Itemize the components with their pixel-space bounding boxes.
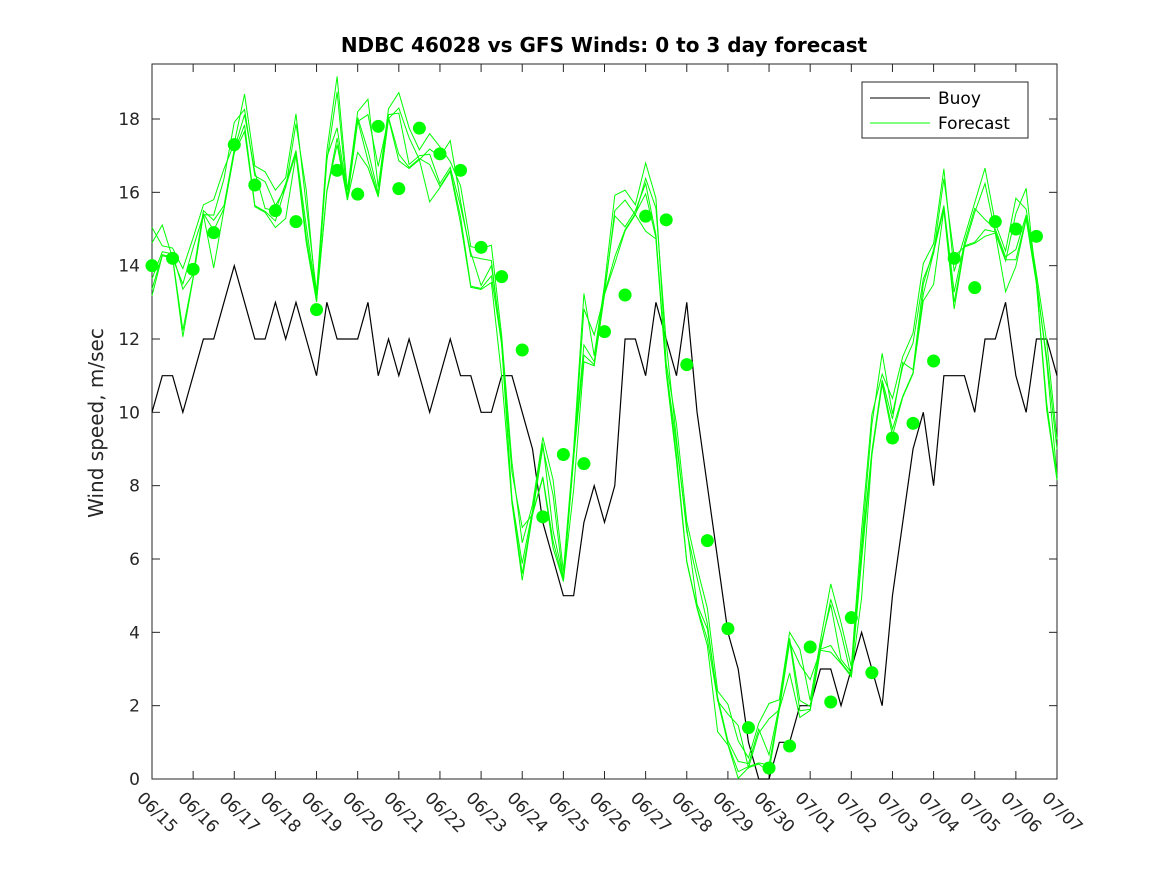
forecast-marker bbox=[927, 354, 941, 368]
forecast-line bbox=[151, 91, 1058, 770]
forecast-marker bbox=[474, 240, 488, 254]
x-tick-label: 06/15 bbox=[132, 788, 181, 837]
y-tick-label: 8 bbox=[129, 477, 140, 497]
forecast-marker bbox=[515, 343, 529, 357]
x-tick-label: 07/03 bbox=[873, 788, 922, 837]
forecast-marker bbox=[988, 215, 1002, 229]
y-tick-label: 4 bbox=[129, 623, 140, 643]
y-tick-label: 18 bbox=[118, 110, 140, 130]
x-tick-label: 06/20 bbox=[338, 788, 387, 837]
forecast-marker bbox=[700, 534, 714, 548]
forecast-marker bbox=[598, 325, 611, 339]
forecast-marker bbox=[166, 251, 180, 265]
forecast-marker bbox=[268, 204, 282, 218]
y-tick-label: 16 bbox=[118, 183, 140, 203]
forecast-marker bbox=[618, 288, 632, 302]
x-tick-label: 07/06 bbox=[996, 788, 1045, 837]
y-tick-label: 2 bbox=[129, 697, 140, 717]
x-tick-label: 06/28 bbox=[667, 788, 716, 837]
forecast-marker bbox=[330, 163, 344, 177]
forecast-marker bbox=[680, 358, 694, 372]
forecast-marker bbox=[865, 666, 879, 680]
x-tick-label: 06/16 bbox=[174, 788, 223, 837]
forecast-marker bbox=[762, 761, 776, 775]
forecast-line bbox=[151, 112, 1058, 765]
forecast-line bbox=[151, 76, 1058, 759]
forecast-marker bbox=[639, 209, 653, 223]
y-tick-label: 6 bbox=[129, 550, 140, 570]
y-tick-label: 14 bbox=[118, 257, 140, 277]
forecast-marker bbox=[248, 178, 262, 192]
forecast-marker bbox=[824, 695, 838, 709]
x-tick-label: 06/29 bbox=[708, 788, 757, 837]
x-tick-label: 06/25 bbox=[544, 788, 593, 837]
forecast-marker bbox=[433, 147, 447, 161]
x-tick-label: 06/27 bbox=[626, 788, 675, 837]
forecast-marker bbox=[947, 251, 961, 265]
y-tick-label: 0 bbox=[129, 770, 140, 790]
forecast-marker bbox=[721, 622, 735, 636]
x-tick-label: 06/23 bbox=[462, 788, 511, 837]
forecast-marker bbox=[783, 739, 797, 753]
y-tick-label: 10 bbox=[118, 403, 140, 423]
forecast-marker bbox=[392, 182, 406, 196]
forecast-marker bbox=[227, 138, 241, 152]
x-tick-label: 06/26 bbox=[585, 788, 634, 837]
forecast-marker bbox=[741, 721, 755, 735]
x-tick-label: 06/18 bbox=[256, 788, 305, 837]
forecast-marker bbox=[310, 303, 324, 317]
y-axis-label: Wind speed, m/sec bbox=[84, 328, 108, 518]
x-tick-label: 07/01 bbox=[791, 788, 840, 837]
x-tick-label: 06/22 bbox=[420, 788, 469, 837]
forecast-marker bbox=[289, 215, 303, 229]
x-tick-label: 07/04 bbox=[914, 788, 963, 837]
forecast-marker bbox=[1009, 222, 1023, 236]
legend: Buoy Forecast bbox=[861, 81, 1029, 139]
x-tick-label: 07/02 bbox=[832, 788, 881, 837]
forecast-marker bbox=[207, 226, 221, 240]
forecast-line bbox=[151, 117, 1058, 773]
x-tick-label: 06/24 bbox=[503, 788, 552, 837]
forecast-marker bbox=[351, 187, 365, 201]
forecast-marker bbox=[1029, 229, 1043, 243]
forecast-marker bbox=[844, 611, 858, 625]
chart-title: NDBC 46028 vs GFS Winds: 0 to 3 day fore… bbox=[341, 33, 868, 57]
x-tick-label: 07/07 bbox=[1037, 788, 1086, 837]
legend-buoy-label: Buoy bbox=[938, 89, 981, 109]
x-tick-label: 07/05 bbox=[955, 788, 1004, 837]
forecast-marker bbox=[659, 213, 673, 227]
forecast-marker bbox=[412, 121, 426, 135]
forecast-marker bbox=[968, 281, 982, 295]
forecast-marker bbox=[556, 448, 570, 461]
forecast-marker bbox=[906, 416, 920, 430]
x-tick-label: 06/21 bbox=[379, 788, 428, 837]
forecast-marker bbox=[803, 640, 817, 654]
forecast-marker bbox=[495, 270, 509, 284]
x-tick-label: 06/19 bbox=[297, 788, 346, 837]
forecast-marker bbox=[885, 431, 899, 445]
forecast-marker bbox=[577, 457, 591, 471]
x-tick-label: 06/17 bbox=[215, 788, 264, 837]
legend-forecast-label: Forecast bbox=[938, 114, 1010, 134]
y-tick-label: 12 bbox=[118, 330, 140, 350]
plot-area: 0 2 4 6 8 10 12 14 16 18 06/1506/1606/1706/1806/19… bbox=[118, 63, 1086, 837]
forecast-marker bbox=[371, 119, 385, 133]
forecast-line bbox=[151, 118, 1058, 780]
x-tick-label: 06/30 bbox=[750, 788, 799, 837]
forecast-marker bbox=[145, 259, 159, 273]
forecast-marker bbox=[186, 262, 200, 276]
forecast-marker bbox=[536, 510, 550, 524]
buoy-line bbox=[151, 263, 1058, 780]
forecast-marker bbox=[454, 163, 468, 177]
